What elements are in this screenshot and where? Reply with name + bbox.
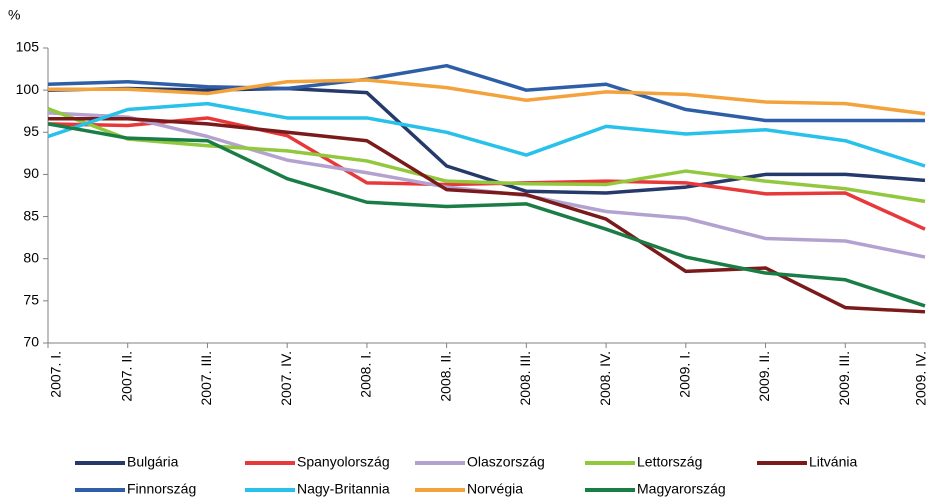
- y-tick-label: 85: [23, 207, 39, 223]
- x-tick-label: 2007. IV.: [278, 351, 294, 406]
- y-tick-label: 95: [23, 123, 39, 139]
- series-line: [47, 86, 926, 195]
- series-line: [47, 107, 926, 204]
- legend-label: Lettország: [637, 454, 702, 470]
- series-line: [48, 78, 926, 116]
- y-tick-label: 105: [16, 39, 40, 55]
- y-axis-label: %: [8, 7, 20, 23]
- y-tick-label: 70: [23, 334, 39, 350]
- legend-label: Magyarország: [637, 481, 726, 497]
- x-tick-label: 2008. III.: [517, 351, 533, 405]
- x-tick-label: 2008. II.: [437, 351, 453, 402]
- legend-label: Olaszország: [467, 454, 545, 470]
- x-tick-label: 2009. II.: [756, 351, 772, 402]
- x-tick-label: 2008. I.: [358, 351, 374, 398]
- x-tick-label: 2008. IV.: [597, 351, 613, 406]
- x-tick-label: 2009. III.: [836, 351, 852, 405]
- x-tick-label: 2007. II.: [118, 351, 134, 402]
- legend-label: Finnország: [127, 481, 196, 497]
- legend-label: Nagy-Britannia: [297, 481, 390, 497]
- y-tick-label: 90: [23, 165, 39, 181]
- legend-label: Norvégia: [467, 481, 523, 497]
- x-tick-label: 2009. I.: [677, 351, 693, 398]
- legend-label: Bulgária: [127, 454, 179, 470]
- x-tick-label: 2007. III.: [198, 351, 214, 405]
- y-tick-label: 75: [23, 292, 39, 308]
- x-tick-label: 2009. IV.: [913, 351, 929, 406]
- y-tick-label: 80: [23, 249, 39, 265]
- series-line: [47, 63, 925, 123]
- y-tick-label: 100: [16, 81, 40, 97]
- x-tick-label: 2007. I.: [48, 351, 64, 398]
- series-line: [47, 101, 926, 168]
- series-line: [48, 117, 926, 314]
- series-line: [47, 122, 926, 308]
- legend-label: Spanyolország: [297, 454, 390, 470]
- legend-label: Litvánia: [809, 454, 857, 470]
